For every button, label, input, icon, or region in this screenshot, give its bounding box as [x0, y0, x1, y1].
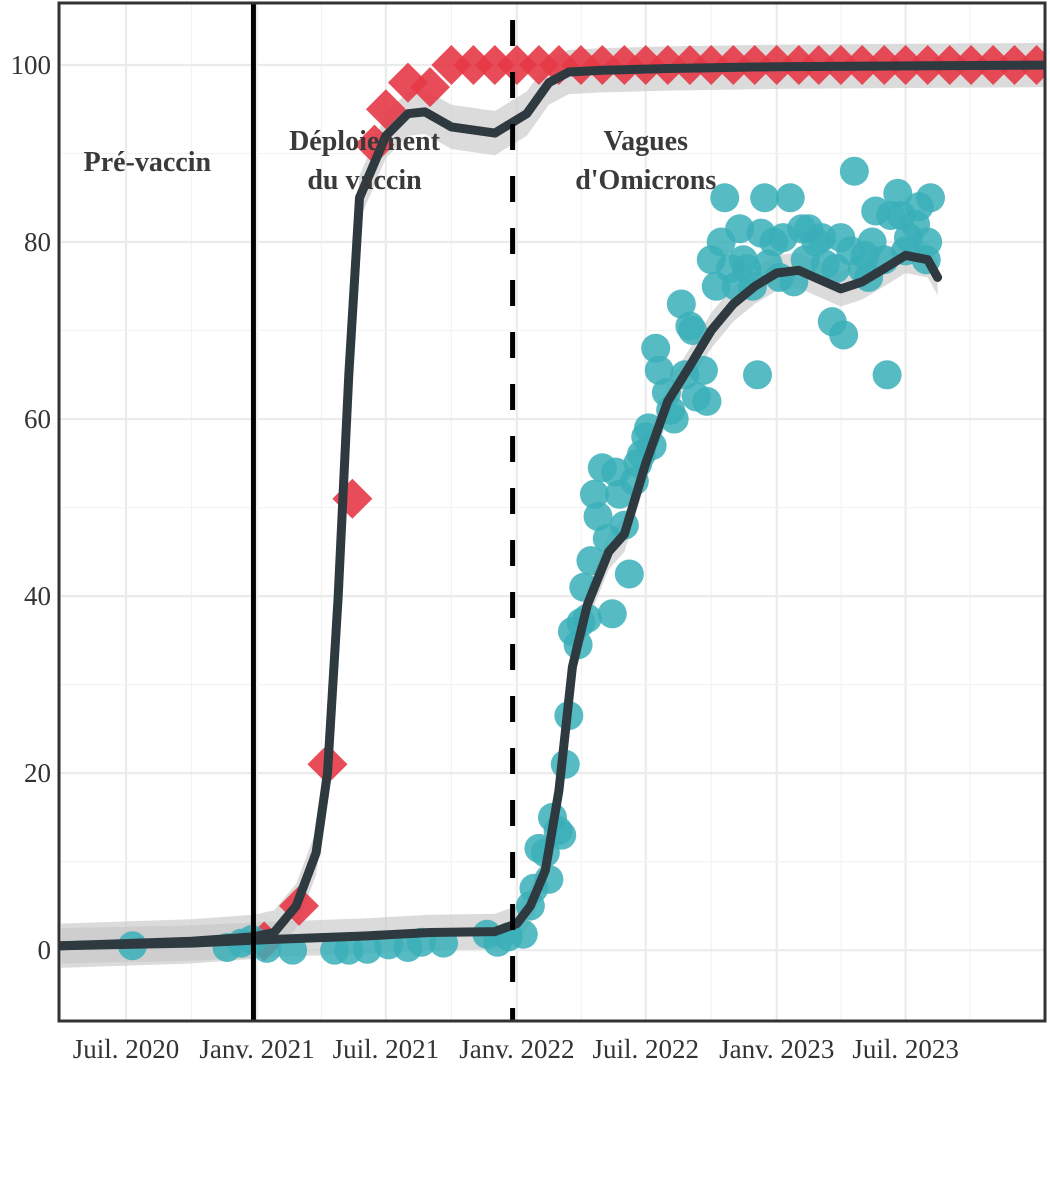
- x-tick-label: Janv. 2023: [719, 1034, 834, 1064]
- diamond-point: [474, 44, 515, 85]
- annotation-layer: Pré-vaccin Déploiement du vaccin Vagues d'Om…: [84, 126, 717, 196]
- diamond-point: [496, 44, 537, 85]
- y-tick-label: 0: [38, 935, 52, 965]
- circle-point: [883, 178, 913, 208]
- vertical-line-layer: [250, 3, 516, 1021]
- diamond-point: [365, 89, 406, 130]
- y-tick-label: 80: [24, 227, 51, 257]
- y-tick-label: 20: [24, 758, 51, 788]
- circle-point: [839, 156, 869, 186]
- diamond-point: [431, 44, 472, 85]
- circle-point: [583, 501, 613, 531]
- circle-point: [597, 599, 627, 629]
- circle-point: [916, 183, 946, 213]
- confidence-band: [61, 237, 938, 964]
- y-tick-label: 100: [11, 50, 52, 80]
- trend-line-layer: [59, 60, 1045, 951]
- circle-point: [750, 183, 780, 213]
- circle-point: [579, 479, 609, 509]
- circle-point: [692, 386, 722, 416]
- x-tick-label: Juil. 2021: [333, 1034, 440, 1064]
- circle-point: [666, 289, 696, 319]
- annotation-text: du vaccin: [307, 165, 422, 196]
- circle-point: [678, 316, 708, 346]
- circle-point: [644, 355, 674, 385]
- plot-border: [57, 1, 1047, 1023]
- circle-point: [913, 227, 943, 257]
- x-tick-label: Juil. 2022: [592, 1034, 699, 1064]
- x-tick-label: Juil. 2023: [852, 1034, 959, 1064]
- trend-line: [59, 250, 943, 951]
- circle-point: [872, 360, 902, 390]
- circle-point: [829, 320, 859, 350]
- diamond-point: [453, 44, 494, 85]
- x-tick-label: Janv. 2021: [199, 1034, 314, 1064]
- y-tick-label: 40: [24, 581, 51, 611]
- circle-point: [743, 360, 773, 390]
- circle-point: [775, 183, 805, 213]
- circle-point: [614, 559, 644, 589]
- circle-point: [641, 333, 671, 363]
- annotation-text: d'Omicrons: [575, 165, 716, 196]
- y-tick-label: 60: [24, 404, 51, 434]
- x-tick-label: Janv. 2022: [459, 1034, 574, 1064]
- trend-line: [59, 60, 1045, 951]
- annotation-text: Pré-vaccin: [84, 147, 212, 178]
- circle-point: [710, 183, 740, 213]
- diamond-point: [604, 44, 645, 85]
- annotation-text: Déploiement: [289, 126, 441, 157]
- annotation-text: Vagues: [603, 126, 688, 157]
- x-tick-label: Juil. 2020: [73, 1034, 180, 1064]
- axis-layer: Juil. 2020 Janv. 2021 Juil. 2021 Janv. 2022…: [11, 1, 1047, 1064]
- diamond-point: [410, 67, 451, 108]
